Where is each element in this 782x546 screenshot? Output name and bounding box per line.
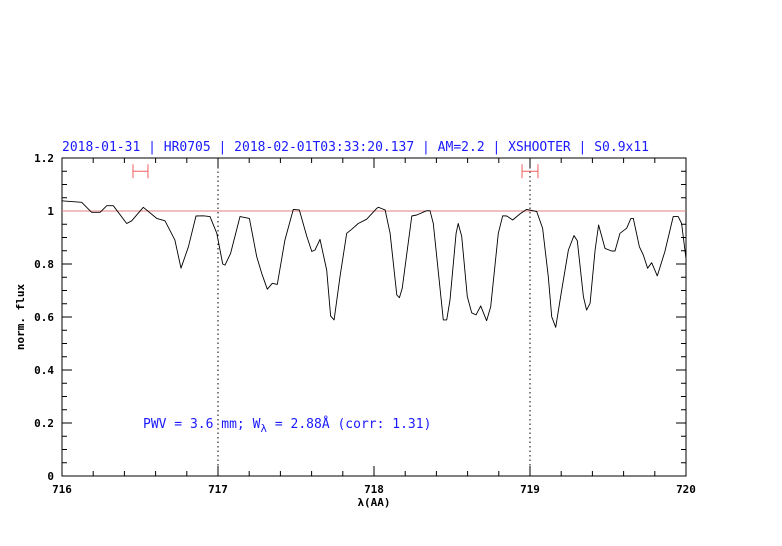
y-tick-label: 0.2 <box>34 417 54 430</box>
x-tick-label: 716 <box>52 483 72 496</box>
y-tick-label: 0.6 <box>34 311 54 324</box>
pwv-annotation: PWV = 3.6 mm; Wλ = 2.88Å (corr: 1.31) <box>143 416 431 435</box>
axes: 716 717 718 719 720 0 0.2 0.4 0.6 0.8 1 1.2 <box>34 152 696 496</box>
x-axis-label: λ(AA) <box>357 496 390 509</box>
error-bar <box>132 164 149 179</box>
x-tick-label: 717 <box>208 483 228 496</box>
x-tick-label: 720 <box>676 483 696 496</box>
chart-title: 2018-01-31 | HR0705 | 2018-02-01T03:33:2… <box>62 140 649 155</box>
y-tick-label: 1.2 <box>34 152 54 165</box>
marks <box>61 158 687 476</box>
y-tick-label: 1 <box>47 205 54 218</box>
y-axis-label: norm. flux <box>14 284 27 351</box>
spectrum-line <box>61 199 687 328</box>
y-tick-label: 0.4 <box>34 364 54 377</box>
y-tick-label: 0.8 <box>34 258 54 271</box>
x-tick-label: 719 <box>520 483 540 496</box>
y-tick-label: 0 <box>47 470 54 483</box>
error-bar <box>521 164 539 179</box>
x-tick-label: 718 <box>364 483 384 496</box>
